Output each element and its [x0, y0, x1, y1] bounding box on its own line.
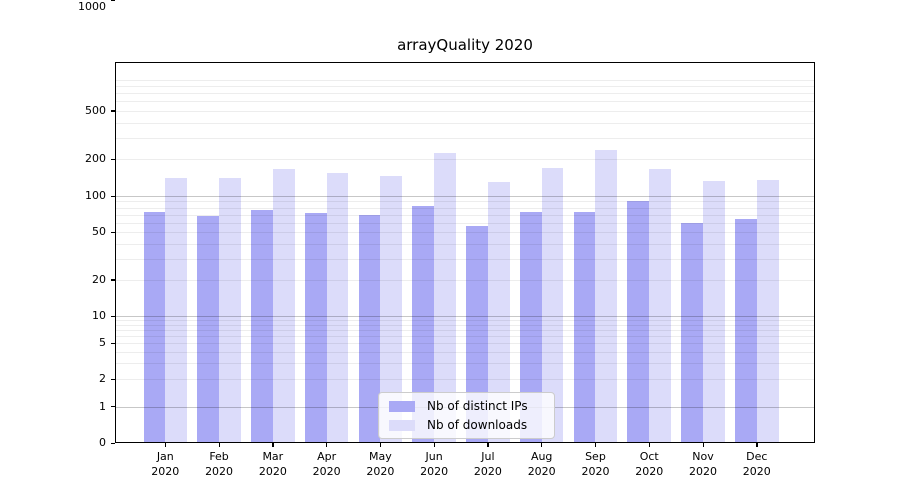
y-tick-mark [110, 315, 115, 317]
bar-distinct-ips [734, 219, 757, 443]
y-tick-label: 2 [99, 372, 106, 386]
bar-downloads [380, 175, 403, 443]
y-tick-label: 200 [85, 152, 106, 166]
bar-downloads [541, 167, 564, 443]
x-tick-mark [648, 443, 651, 447]
bar-downloads [756, 179, 779, 443]
y-tick-mark [110, 406, 115, 408]
bar-distinct-ips [681, 223, 703, 443]
y-tick-mark [110, 279, 115, 281]
y-tick-label: 500 [85, 103, 106, 117]
x-tick-label: Mar 2020 [258, 450, 287, 478]
y-tick-label: 1 [99, 399, 106, 413]
y-tick-label: 20 [92, 272, 106, 286]
x-tick-mark [326, 443, 328, 447]
bar-distinct-ips [251, 210, 273, 443]
bar-distinct-ips [358, 214, 381, 443]
x-tick-mark [218, 443, 220, 447]
y-tick-mark [110, 158, 115, 161]
x-tick-label: Sep 2020 [581, 450, 610, 478]
legend-label-distinct-ips: Nb of distinct IPs [427, 399, 528, 413]
bar-downloads [272, 169, 295, 443]
y-tick-mark [110, 442, 115, 444]
bar-downloads [487, 182, 510, 443]
x-tick-mark [379, 443, 382, 447]
bar-downloads [165, 178, 188, 443]
y-tick-label: 0 [99, 436, 106, 449]
x-tick-label: Oct 2020 [635, 450, 664, 478]
bar-distinct-ips [304, 213, 327, 443]
bar-downloads [434, 152, 456, 443]
x-tick-mark [164, 443, 167, 447]
y-tick-mark [110, 195, 115, 197]
legend-swatch-downloads [389, 419, 415, 431]
x-tick-mark [272, 443, 274, 447]
bar-downloads [219, 178, 241, 443]
y-tick-mark [110, 342, 115, 345]
chart-title: arrayQuality 2020 [397, 36, 533, 54]
bar-downloads [703, 180, 725, 443]
bar-distinct-ips [627, 201, 650, 443]
y-tick-label: 5 [99, 336, 106, 350]
y-tick-mark [110, 378, 115, 381]
legend-row-distinct-ips: Nb of distinct IPs [389, 399, 544, 413]
x-tick-mark [487, 443, 489, 447]
y-tick-label: 100 [85, 189, 106, 202]
bars-layer [115, 62, 815, 443]
x-tick-label: Dec 2020 [742, 450, 771, 478]
x-tick-mark [702, 443, 704, 447]
bar-distinct-ips [466, 226, 488, 443]
legend-swatch-distinct-ips [389, 400, 415, 412]
x-tick-label: Jun 2020 [420, 450, 449, 478]
x-tick-mark [756, 443, 758, 447]
legend-label-downloads: Nb of downloads [427, 418, 528, 432]
x-tick-label: Jul 2020 [473, 450, 502, 478]
x-tick-mark [433, 443, 435, 447]
bar-distinct-ips [573, 211, 596, 443]
y-tick-label: 10 [92, 309, 106, 322]
x-tick-label: Aug 2020 [527, 450, 556, 478]
x-tick-label: Feb 2020 [205, 450, 234, 478]
bar-distinct-ips [519, 211, 542, 443]
x-tick-label: May 2020 [366, 450, 395, 478]
bar-downloads [326, 172, 349, 443]
x-tick-mark [594, 443, 597, 447]
x-tick-label: Jan 2020 [151, 450, 180, 478]
bar-distinct-ips [412, 206, 435, 443]
x-tick-mark [541, 443, 543, 447]
y-tick-mark [110, 231, 115, 233]
bar-downloads [649, 168, 672, 443]
y-tick-label: 1000 [78, 0, 106, 13]
x-tick-label: Apr 2020 [312, 450, 341, 478]
x-tick-label: Nov 2020 [689, 450, 717, 478]
legend-row-downloads: Nb of downloads [389, 418, 544, 432]
bar-distinct-ips [197, 216, 220, 443]
bar-distinct-ips [143, 211, 166, 443]
y-tick-mark [110, 110, 115, 112]
legend: Nb of distinct IPs Nb of downloads [378, 392, 555, 439]
y-tick-mark [110, 0, 115, 2]
bar-downloads [595, 150, 618, 443]
plot-area [115, 62, 815, 443]
y-tick-label: 50 [92, 225, 106, 239]
